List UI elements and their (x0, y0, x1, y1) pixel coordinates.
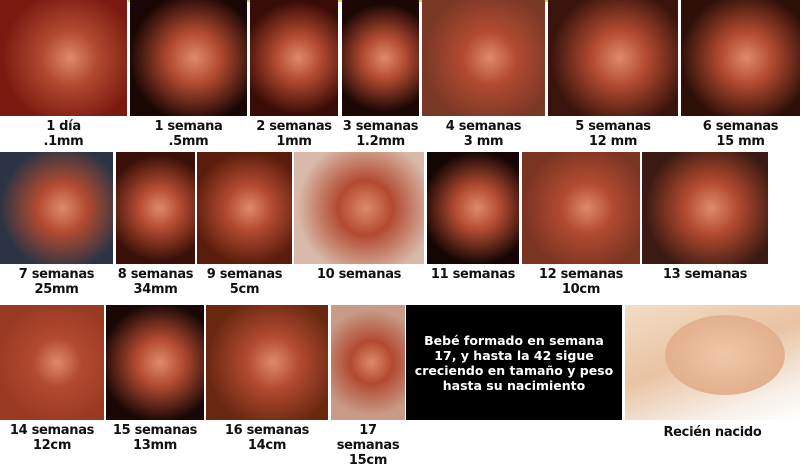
embryo-photo (294, 152, 424, 264)
stage-label: 14 semanas 12cm (0, 423, 108, 453)
stage-label: 5 semanas 12 mm (544, 119, 682, 149)
embryo-photo (116, 152, 195, 264)
embryo-photo (422, 0, 545, 116)
stage-size: 5cm (229, 282, 260, 297)
stage-week: 13 semanas (662, 267, 748, 282)
stage-size: .1mm (43, 134, 84, 149)
stage-label: 9 semanas 5cm (193, 267, 296, 297)
stage-label: 3 semanas 1.2mm (338, 119, 423, 149)
stage-week: 2 semanas (256, 119, 332, 134)
stage-label: 13 semanas (638, 267, 772, 282)
embryo-photo (342, 0, 419, 116)
embryo-photo (331, 305, 405, 420)
newborn-label: Recién nacido (663, 425, 762, 440)
stage-week: 1 semana (154, 119, 223, 134)
stage-week: 8 semanas (117, 267, 194, 282)
embryo-photo (681, 0, 800, 116)
top-border (128, 0, 548, 2)
embryo-photo (197, 152, 292, 264)
stage-week: 16 semanas (224, 423, 310, 438)
stage-week: 7 semanas (18, 267, 95, 282)
stage-label: 11 semanas (423, 267, 523, 282)
stage-size: 34mm (133, 282, 178, 297)
stage-week: 6 semanas (702, 119, 779, 134)
stage-week: 11 semanas (430, 267, 516, 282)
stage-label: 4 semanas 3 mm (418, 119, 549, 149)
embryo-photo (548, 0, 678, 116)
info-note-text: Bebé formado en semana 17, y hasta la 42… (414, 332, 614, 393)
stage-week: 4 semanas (445, 119, 522, 134)
embryo-photo (130, 0, 247, 116)
stage-size: 12cm (32, 438, 72, 453)
stage-week: 9 semanas (206, 267, 283, 282)
embryo-photo (106, 305, 204, 420)
stage-week: 12 semanas (538, 267, 624, 282)
stage-label: 10 semanas (290, 267, 428, 282)
stage-size: .5mm (168, 134, 209, 149)
stage-label: 17 semanas 15cm (327, 423, 409, 468)
stage-label: 1 semana .5mm (126, 119, 251, 149)
stage-week: 17 semanas (336, 423, 400, 453)
newborn-photo (625, 305, 800, 420)
embryo-photo (206, 305, 328, 420)
stage-week: 5 semanas (575, 119, 651, 134)
stage-size: 14cm (247, 438, 287, 453)
embryo-photo (427, 152, 519, 264)
stage-label: 2 semanas 1mm (246, 119, 342, 149)
embryo-photo (0, 0, 127, 116)
stage-size: 13mm (133, 438, 177, 453)
stage-label: 7 semanas 25mm (0, 267, 117, 297)
stage-size: 25mm (34, 282, 79, 297)
stage-size: 15cm (348, 453, 388, 468)
embryo-photo (522, 152, 640, 264)
embryo-photo (0, 305, 104, 420)
embryo-photo (642, 152, 768, 264)
stage-label: 8 semanas 34mm (112, 267, 199, 297)
embryo-photo (250, 0, 338, 116)
stage-size: 12 mm (588, 134, 638, 149)
stage-week: 15 semanas (112, 423, 198, 438)
info-note: Bebé formado en semana 17, y hasta la 42… (406, 305, 622, 420)
stage-label: 6 semanas 15 mm (677, 119, 804, 149)
stage-week: 1 día (46, 119, 81, 134)
stage-size: 15 mm (716, 134, 765, 149)
embryo-photo (0, 152, 113, 264)
stage-week: 3 semanas (342, 119, 419, 134)
stage-size: 3 mm (463, 134, 504, 149)
stage-label: 1 día .1mm (0, 119, 131, 149)
stage-label: 12 semanas 10cm (518, 267, 644, 297)
stage-size: 10cm (561, 282, 601, 297)
stage-week: 14 semanas (9, 423, 95, 438)
stage-size: 1mm (276, 134, 312, 149)
stage-label: 15 semanas 13mm (102, 423, 208, 453)
stage-week: 10 semanas (316, 267, 402, 282)
stage-label: 16 semanas 14cm (202, 423, 332, 453)
stage-size: 1.2mm (356, 134, 405, 149)
